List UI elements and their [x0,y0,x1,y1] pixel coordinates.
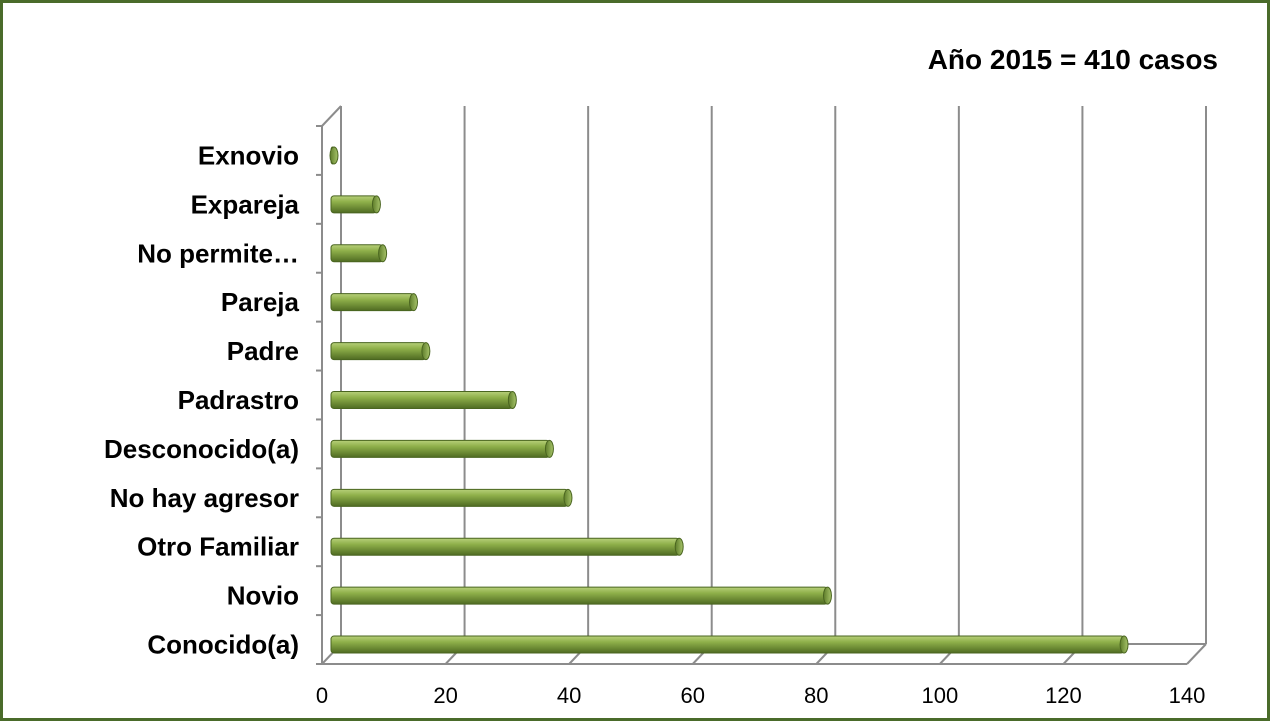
category-label: Exnovio [198,140,299,170]
x-tick-label: 40 [557,683,581,708]
bar-chart: Conocido(a) Novio Otro Familiar No hay agre… [104,44,1218,708]
bar [330,488,573,507]
x-tick-label: 80 [804,683,828,708]
bar [330,195,381,214]
x-tick-label: 20 [433,683,457,708]
bar [329,146,339,165]
x-tick-label: 60 [680,683,704,708]
tick-labels: 0 20 40 60 80 100 120 140 [316,683,1205,708]
gridlines [321,106,1207,665]
x-tick-label: 100 [921,683,958,708]
category-label: Conocido(a) [147,630,299,660]
category-label: Novio [227,581,299,611]
category-label: No hay agresor [110,483,299,513]
x-tick-label: 120 [1045,683,1082,708]
category-labels: Conocido(a) Novio Otro Familiar No hay agre… [104,140,300,659]
category-label: Expareja [191,189,300,219]
bar [330,293,418,312]
bar [330,244,388,263]
bar [330,342,431,361]
x-tick-label: 0 [316,683,328,708]
category-label: Desconocido(a) [104,434,299,464]
axes [316,105,1206,665]
category-label: Pareja [221,287,300,317]
category-label: Padre [227,336,299,366]
category-label: No permite… [137,238,299,268]
x-tick-label: 140 [1169,683,1206,708]
bar [330,635,1129,654]
floor-tick-connector [1186,643,1207,665]
bar [330,586,832,605]
category-label: Padrastro [178,385,299,415]
bar [330,391,517,409]
chart-title: Año 2015 = 410 casos [928,44,1218,75]
category-label: Otro Familiar [137,532,299,562]
wall-top-connector [321,105,342,127]
bar [330,439,554,458]
bars [329,146,1129,654]
bar [330,537,684,556]
